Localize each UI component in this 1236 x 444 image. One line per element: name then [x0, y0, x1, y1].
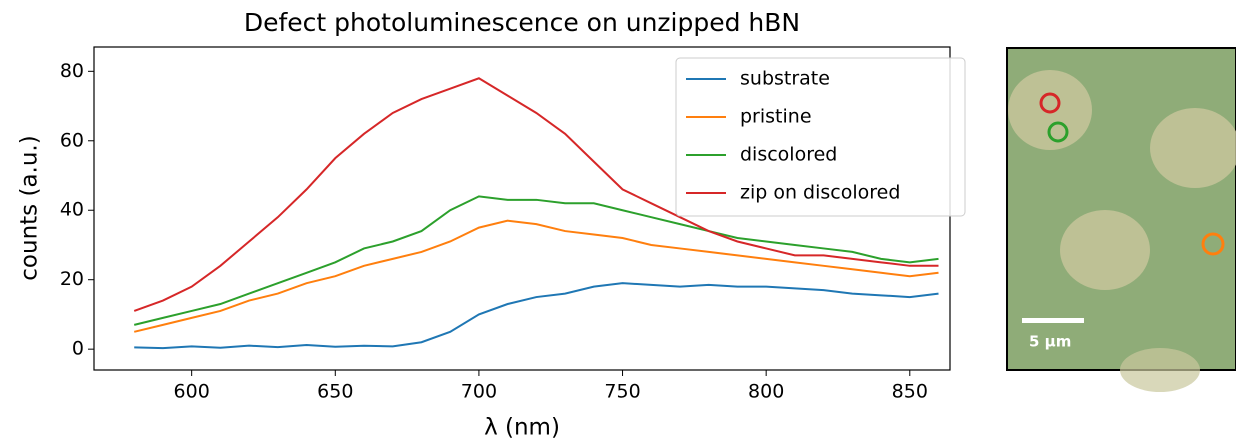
legend: substrate pristine discolored zip on discol…	[675, 57, 966, 217]
x-axis-label: λ (nm)	[484, 415, 560, 441]
y-tick-label: 0	[72, 338, 84, 360]
legend-label: discolored	[740, 144, 837, 166]
x-tick-label: 650	[317, 381, 353, 403]
legend-label: zip on discolored	[740, 182, 900, 204]
y-tick-label: 80	[60, 60, 84, 82]
x-tick-label: 750	[604, 381, 640, 403]
series-line	[133, 195, 939, 326]
series-line	[133, 77, 939, 312]
legend-label: pristine	[740, 106, 812, 128]
chart-title: Defect photoluminescence on unzipped hBN	[244, 8, 800, 37]
series-line	[133, 219, 939, 333]
y-tick-label: 40	[60, 199, 84, 221]
inset-image: 5 µm	[1006, 47, 1236, 392]
x-tick-label: 700	[461, 381, 497, 403]
y-axis-label: counts (a.u.)	[17, 135, 43, 280]
series-line	[134, 282, 939, 350]
legend-label: substrate	[740, 68, 830, 90]
y-tick-label: 20	[60, 268, 84, 290]
legend-box	[675, 57, 966, 217]
x-tick-label: 600	[174, 381, 210, 403]
x-tick-label: 850	[892, 381, 928, 403]
x-tick-label: 800	[748, 381, 784, 403]
scale-bar-label: 5 µm	[1029, 333, 1071, 351]
y-tick-label: 60	[60, 129, 84, 151]
